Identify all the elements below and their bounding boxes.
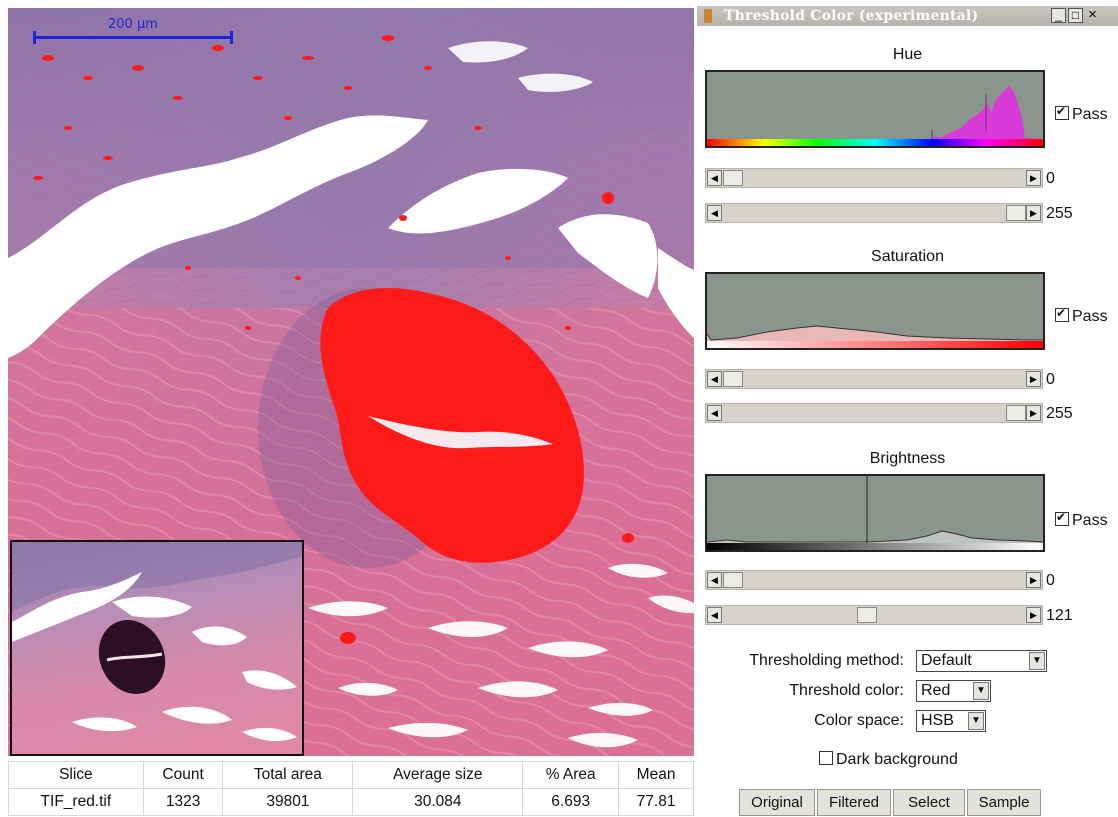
brightness-pass-check-icon[interactable]	[1055, 510, 1069, 526]
dark-background-check-icon[interactable]	[819, 751, 833, 765]
table-row[interactable]: TIF_red.tif 1323 39801 30.084 6.693 77.8…	[8, 788, 694, 816]
hue-min-value: 0	[1046, 170, 1055, 187]
saturation-color-bar	[707, 341, 1043, 348]
brightness-histogram-plot	[707, 476, 1043, 543]
brightness-max-right-arrow-icon[interactable]: ▶	[1026, 607, 1041, 623]
col-slice: Slice	[8, 761, 144, 789]
hue-min-thumb[interactable]	[723, 170, 743, 186]
original-image-inset	[10, 540, 304, 756]
saturation-max-left-arrow-icon[interactable]: ◀	[707, 405, 722, 421]
brightness-color-bar	[707, 543, 1043, 550]
scale-bar	[33, 31, 233, 44]
brightness-max-value: 121	[1046, 607, 1073, 624]
saturation-max-slider[interactable]: ◀ ▶	[705, 403, 1043, 423]
hue-max-right-arrow-icon[interactable]: ▶	[1026, 205, 1041, 221]
cell-total-area: 39801	[222, 788, 354, 816]
maximize-button[interactable]: □	[1068, 8, 1083, 23]
brightness-min-value: 0	[1046, 572, 1055, 589]
hue-min-slider[interactable]: ◀ ▶	[705, 168, 1043, 188]
hue-max-value: 255	[1046, 205, 1073, 222]
app-icon	[704, 9, 712, 23]
saturation-min-value: 0	[1046, 371, 1055, 388]
brightness-max-slider[interactable]: ◀ ▶	[705, 605, 1043, 625]
brightness-min-thumb[interactable]	[723, 572, 743, 588]
hue-pass-check-icon[interactable]	[1055, 104, 1069, 120]
chevron-down-icon[interactable]: ▼	[968, 712, 984, 730]
window-titlebar[interactable]: Threshold Color (experimental) _ □ ×	[697, 6, 1118, 26]
results-table: Slice Count Total area Average size % Ar…	[8, 761, 694, 816]
saturation-max-thumb[interactable]	[1006, 405, 1026, 421]
col-count: Count	[142, 761, 224, 789]
col-total-area: Total area	[222, 761, 354, 789]
threshold-color-value: Red	[921, 682, 951, 699]
scale-bar-label: 200 µm	[108, 17, 158, 32]
col-mean: Mean	[618, 761, 694, 789]
microscopy-image[interactable]: 200 µm	[8, 8, 694, 756]
col-average-size: Average size	[352, 761, 524, 789]
minimize-button[interactable]: _	[1051, 8, 1066, 23]
thresholding-method-value: Default	[921, 652, 972, 669]
cell-percent-area: 6.693	[522, 788, 620, 816]
saturation-max-right-arrow-icon[interactable]: ▶	[1026, 405, 1041, 421]
saturation-min-right-arrow-icon[interactable]: ▶	[1026, 371, 1041, 387]
dark-background-checkbox[interactable]: Dark background	[819, 751, 958, 769]
saturation-min-slider[interactable]: ◀ ▶	[705, 369, 1043, 389]
hue-min-left-arrow-icon[interactable]: ◀	[707, 170, 722, 186]
hue-max-left-arrow-icon[interactable]: ◀	[707, 205, 722, 221]
col-percent-area: % Area	[522, 761, 620, 789]
cell-mean: 77.81	[618, 788, 694, 816]
threshold-color-label: Threshold color:	[789, 682, 904, 699]
chevron-down-icon[interactable]: ▼	[1029, 652, 1045, 670]
brightness-histogram	[705, 474, 1045, 552]
hue-pass-checkbox[interactable]: Pass	[1055, 104, 1108, 124]
hue-max-thumb[interactable]	[1006, 205, 1026, 221]
close-button[interactable]: ×	[1088, 6, 1097, 23]
brightness-max-left-arrow-icon[interactable]: ◀	[707, 607, 722, 623]
hue-color-bar	[707, 139, 1043, 146]
threshold-color-select[interactable]: Red ▼	[916, 680, 991, 702]
thresholding-method-select[interactable]: Default ▼	[916, 650, 1047, 672]
window-title: Threshold Color (experimental)	[724, 8, 979, 24]
hue-max-slider[interactable]: ◀ ▶	[705, 203, 1043, 223]
filtered-button[interactable]: Filtered	[817, 789, 891, 816]
brightness-title: Brightness	[869, 450, 946, 467]
saturation-max-value: 255	[1046, 405, 1073, 422]
saturation-title: Saturation	[871, 248, 944, 265]
dark-background-label: Dark background	[836, 751, 958, 768]
results-header-row: Slice Count Total area Average size % Ar…	[8, 761, 694, 789]
color-space-value: HSB	[921, 712, 954, 729]
brightness-pass-checkbox[interactable]: Pass	[1055, 510, 1108, 530]
hue-histogram	[705, 70, 1045, 148]
chevron-down-icon[interactable]: ▼	[973, 682, 989, 700]
thresholding-method-label: Thresholding method:	[749, 652, 904, 669]
hue-pass-label: Pass	[1072, 106, 1108, 123]
cell-slice: TIF_red.tif	[8, 788, 144, 816]
saturation-histogram	[705, 272, 1045, 350]
brightness-max-thumb[interactable]	[857, 607, 877, 623]
threshold-color-window: Threshold Color (experimental) _ □ × Hue…	[697, 6, 1118, 817]
brightness-min-slider[interactable]: ◀ ▶	[705, 570, 1043, 590]
saturation-min-thumb[interactable]	[723, 371, 743, 387]
select-button[interactable]: Select	[893, 789, 965, 816]
color-space-select[interactable]: HSB ▼	[916, 710, 986, 732]
cell-count: 1323	[142, 788, 224, 816]
original-button[interactable]: Original	[739, 789, 815, 816]
inset-tissue	[12, 542, 302, 742]
color-space-label: Color space:	[814, 712, 904, 729]
hue-title: Hue	[892, 46, 923, 63]
sample-button[interactable]: Sample	[967, 789, 1041, 816]
brightness-min-left-arrow-icon[interactable]: ◀	[707, 572, 722, 588]
saturation-pass-check-icon[interactable]	[1055, 306, 1069, 322]
hue-min-right-arrow-icon[interactable]: ▶	[1026, 170, 1041, 186]
hue-histogram-plot	[707, 86, 1043, 139]
brightness-min-right-arrow-icon[interactable]: ▶	[1026, 572, 1041, 588]
saturation-pass-checkbox[interactable]: Pass	[1055, 306, 1108, 326]
brightness-pass-label: Pass	[1072, 512, 1108, 529]
saturation-histogram-plot	[707, 325, 1043, 341]
tissue-rendering	[8, 8, 694, 756]
cell-average-size: 30.084	[352, 788, 524, 816]
saturation-min-left-arrow-icon[interactable]: ◀	[707, 371, 722, 387]
saturation-pass-label: Pass	[1072, 308, 1108, 325]
